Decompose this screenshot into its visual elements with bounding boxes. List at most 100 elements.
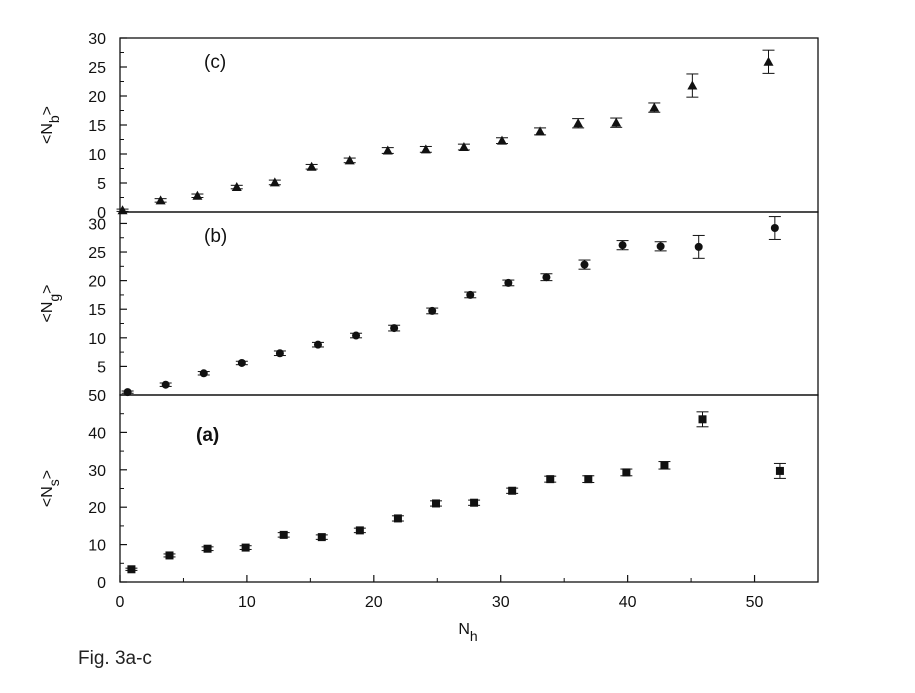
y-tick-label: 10 <box>88 331 106 348</box>
circle-marker <box>580 260 589 269</box>
data-point <box>768 216 781 240</box>
square-marker <box>241 543 250 552</box>
figure-caption: Fig. 3a-c <box>78 648 152 669</box>
square-marker <box>127 565 136 574</box>
square-marker <box>660 461 669 470</box>
triangle-marker <box>611 117 622 127</box>
square-marker <box>317 533 326 542</box>
panel-label: (a) <box>196 425 219 446</box>
circle-marker <box>466 290 475 299</box>
data-point <box>495 135 508 145</box>
data-point <box>502 278 515 287</box>
triangle-marker <box>382 145 393 155</box>
data-point <box>696 411 709 428</box>
circle-marker <box>428 306 437 315</box>
data-point <box>353 526 366 535</box>
data-point <box>616 240 629 251</box>
data-point <box>457 142 470 152</box>
data-point <box>391 514 404 523</box>
data-point <box>430 499 443 508</box>
y-tick-label: 20 <box>88 500 106 517</box>
panel-3: 0 10 20 30 40 50 0 10 20 30 40 50 Nh (a) <Ns> <box>39 388 819 644</box>
circle-marker <box>237 358 246 367</box>
panel-1: 0 5 10 15 20 25 30 (c) <Nb> <box>39 31 819 222</box>
data-point <box>268 177 281 187</box>
triangle-marker <box>117 205 128 215</box>
data-point <box>610 117 623 128</box>
y-tick-label: 40 <box>88 425 106 442</box>
circle-marker <box>504 278 513 287</box>
data-point <box>506 486 519 495</box>
data-point <box>343 155 356 165</box>
square-marker <box>775 466 784 475</box>
circle-marker <box>390 324 399 333</box>
y-tick-label: 25 <box>88 245 106 262</box>
panels-group: 0 5 10 15 20 25 30 (c) <Nb> 5 10 15 20 25 30 (b) <Ng> 0 10… <box>39 31 819 644</box>
data-point <box>468 498 481 507</box>
data-point <box>762 49 775 74</box>
triangle-marker <box>306 161 317 171</box>
data-point <box>315 533 328 542</box>
y-axis-label: <Nb> <box>39 106 62 144</box>
triangle-marker <box>535 126 546 136</box>
data-point <box>620 468 633 477</box>
x-tick-label: 10 <box>238 594 256 611</box>
y-tick-label: 50 <box>88 388 106 405</box>
x-tick-label: 50 <box>746 594 764 611</box>
x-axis-label: Nh <box>458 621 477 644</box>
data-point <box>239 543 252 552</box>
triangle-marker <box>649 102 660 112</box>
y-axis-label: <Ng> <box>39 284 62 322</box>
y-tick-label: 0 <box>97 575 106 592</box>
x-tick-label: 30 <box>492 594 510 611</box>
data-point <box>277 530 290 539</box>
data-point <box>464 290 477 299</box>
square-marker <box>355 526 364 535</box>
square-marker <box>432 499 441 508</box>
circle-marker <box>542 273 551 282</box>
y-tick-label: 20 <box>88 89 106 106</box>
triangle-marker <box>344 155 355 165</box>
data-point <box>197 369 210 378</box>
data-point <box>572 118 585 129</box>
y-tick-label: 0 <box>97 205 106 222</box>
circle-marker <box>770 224 779 233</box>
panel-2: 5 10 15 20 25 30 (b) <Ng> <box>39 211 819 397</box>
data-point <box>125 565 138 574</box>
y-tick-label: 20 <box>88 274 106 291</box>
data-point <box>230 182 243 192</box>
panel-label: (b) <box>204 226 227 247</box>
data-point <box>578 259 591 270</box>
y-tick-label: 10 <box>88 147 106 164</box>
y-tick-label: 30 <box>88 216 106 233</box>
panel-label: (c) <box>204 52 226 73</box>
circle-marker <box>161 380 170 389</box>
data-point <box>154 195 167 205</box>
square-marker <box>279 530 288 539</box>
triangle-marker <box>192 190 203 200</box>
circle-marker <box>352 331 361 340</box>
square-marker <box>546 475 555 484</box>
data-point <box>388 324 401 333</box>
data-point <box>381 145 394 155</box>
x-tick-label: 40 <box>619 594 637 611</box>
circle-marker <box>199 369 208 378</box>
data-point <box>350 331 363 340</box>
square-marker <box>698 415 707 424</box>
circle-marker <box>313 340 322 349</box>
square-marker <box>470 498 479 507</box>
y-tick-label: 15 <box>88 302 106 319</box>
data-point <box>426 306 439 315</box>
circle-marker <box>694 242 703 251</box>
square-marker <box>165 551 174 560</box>
data-point <box>582 475 595 484</box>
square-marker <box>622 468 631 477</box>
y-tick-label: 30 <box>88 31 106 48</box>
triangle-marker <box>155 195 166 205</box>
y-tick-label: 25 <box>88 60 106 77</box>
data-point <box>121 388 134 397</box>
data-point <box>534 126 547 136</box>
y-tick-label: 5 <box>97 176 106 193</box>
data-point <box>654 241 667 252</box>
